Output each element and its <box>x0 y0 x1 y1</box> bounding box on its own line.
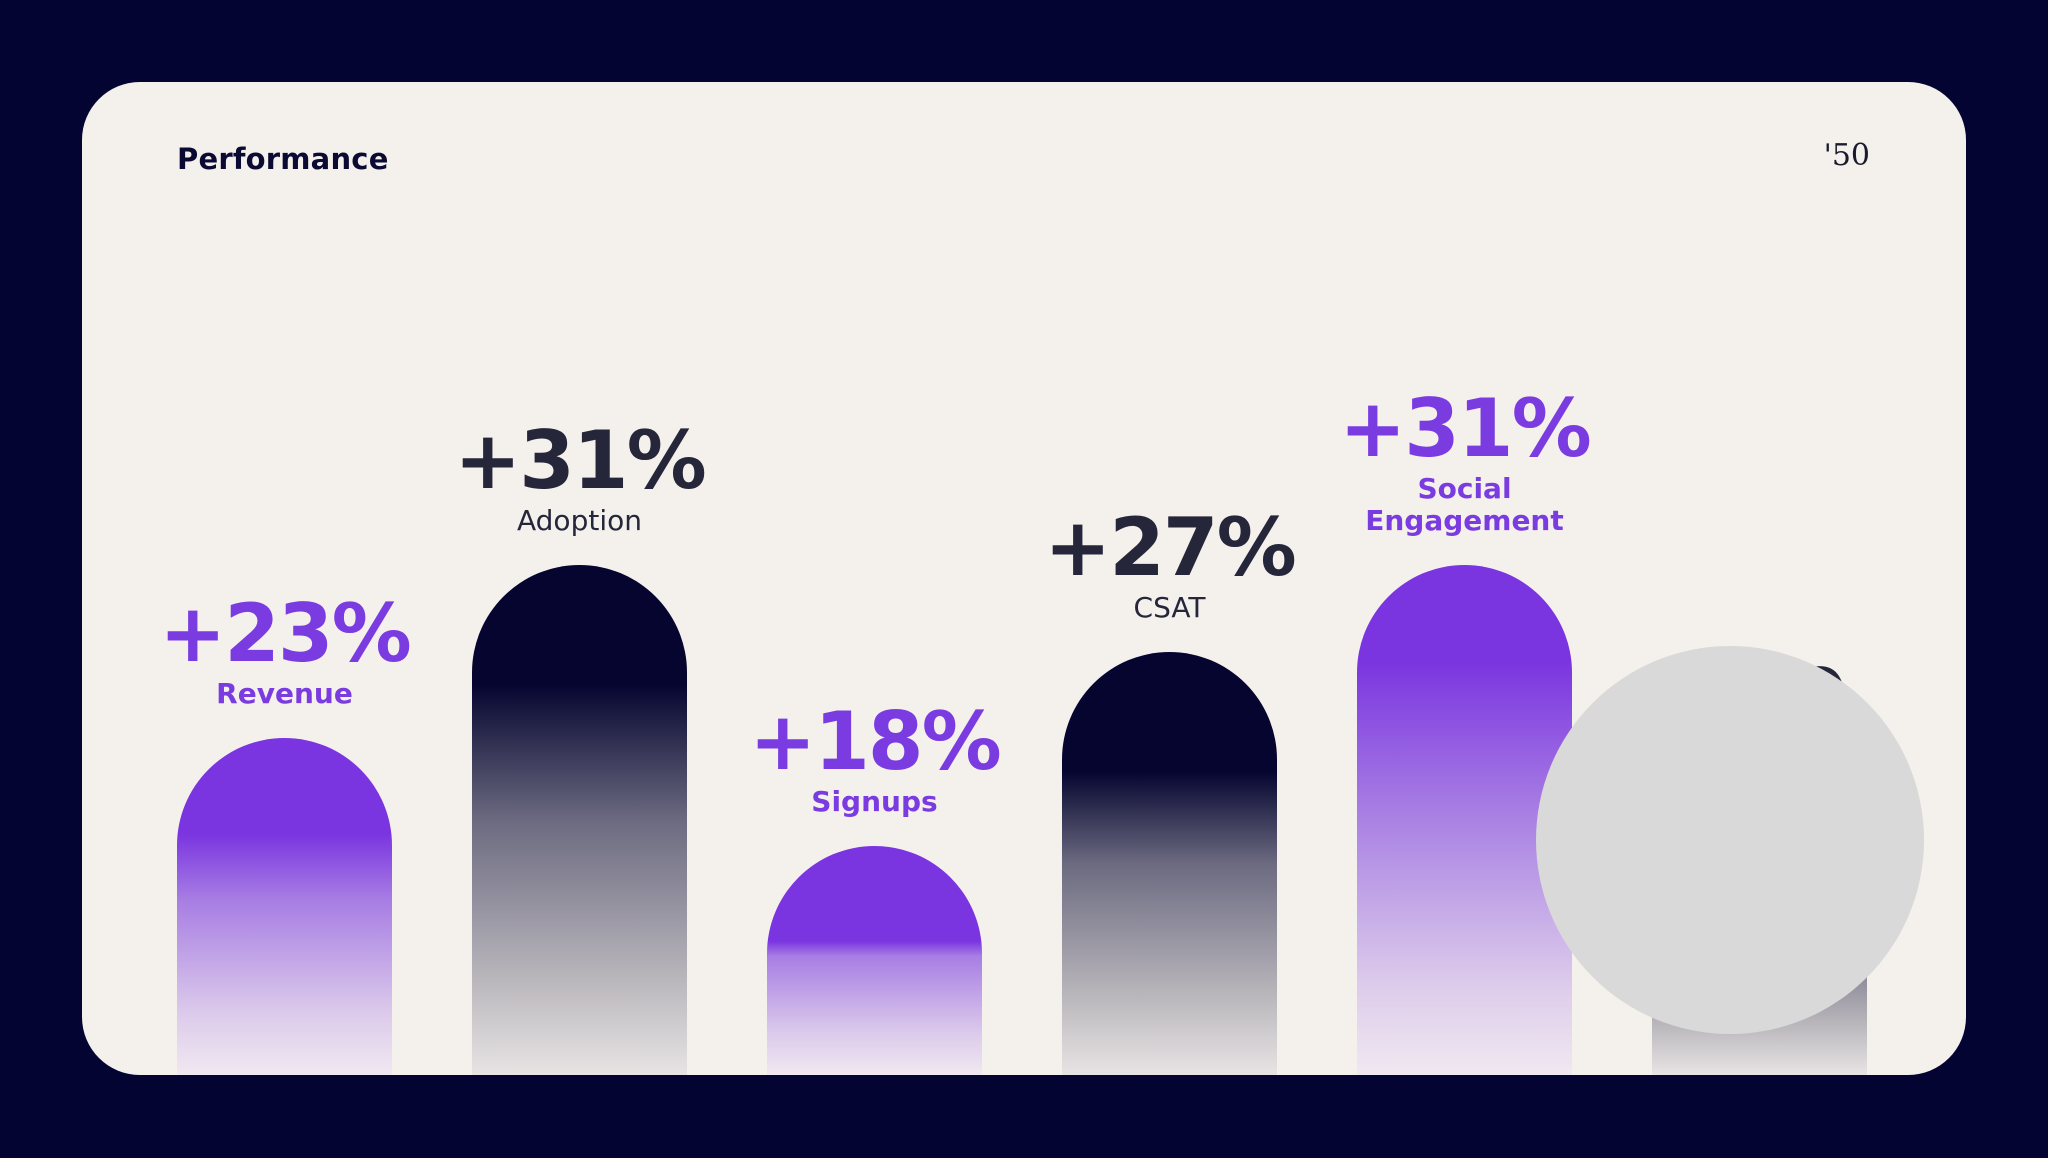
value-adoption: +31% <box>454 414 707 507</box>
label-line: CSAT <box>1133 591 1206 624</box>
label-line: Signups <box>811 785 938 818</box>
label-line: Adoption <box>517 504 642 537</box>
placeholder-circle <box>1536 646 1924 1034</box>
value-revenue: +23% <box>159 587 412 680</box>
label-revenue: Revenue <box>125 678 445 710</box>
bar-signups <box>767 846 982 1075</box>
performance-card: Performance '50 Revenue +23% Adoption +31% S… <box>82 82 1966 1075</box>
label-csat: CSAT <box>1010 592 1330 624</box>
value-signups: +18% <box>749 695 1002 788</box>
label-line: Social <box>1417 472 1512 505</box>
label-signups: Signups <box>715 786 1035 818</box>
page-number: '50 <box>1823 138 1870 173</box>
value-csat: +27% <box>1044 501 1297 594</box>
label-line: Engagement <box>1365 504 1564 537</box>
bar-csat <box>1062 652 1277 1075</box>
label-line: Revenue <box>216 677 353 710</box>
label-adoption: Adoption <box>420 505 740 537</box>
bar-adoption <box>472 565 687 1075</box>
value-social-engagement: +31% <box>1339 382 1592 475</box>
bar-revenue <box>177 738 392 1075</box>
label-social-engagement: Social Engagement <box>1305 473 1625 537</box>
page-title: Performance <box>177 142 389 176</box>
